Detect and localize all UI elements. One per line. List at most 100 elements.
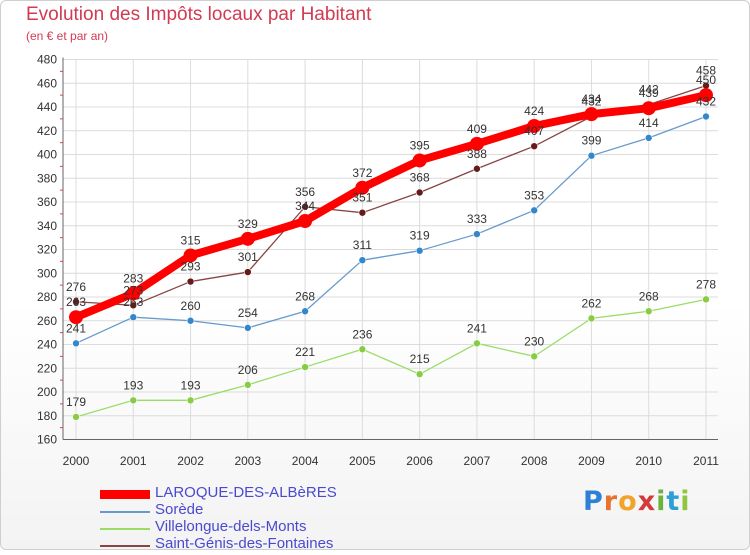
data-point [301, 202, 309, 211]
data-label: 329 [238, 217, 258, 231]
x-tick-label: 2010 [635, 454, 662, 468]
logo-letter: r [603, 486, 619, 517]
data-point [129, 313, 138, 321]
logo-letter: x [637, 486, 657, 517]
data-point [244, 268, 252, 276]
data-label: 268 [295, 289, 315, 303]
series-line-2 [75, 298, 707, 418]
data-point [358, 256, 367, 264]
series-line-1 [75, 115, 707, 344]
data-point [186, 396, 195, 405]
data-label: 221 [295, 345, 315, 359]
data-label: 424 [524, 104, 544, 118]
data-label: 434 [581, 92, 601, 106]
data-point [473, 164, 481, 173]
data-label: 276 [66, 280, 86, 294]
data-point [702, 112, 710, 121]
data-point [126, 286, 141, 301]
data-label: 344 [295, 199, 315, 213]
data-label: 372 [352, 166, 372, 180]
proxiti-logo: Proxiti [583, 486, 691, 517]
data-label: 399 [581, 134, 601, 148]
data-label: 278 [696, 277, 716, 291]
series-line-0 [72, 91, 710, 322]
legend-label: Saint-Génis-des-Fontaines [155, 535, 334, 552]
data-point [473, 339, 481, 348]
data-label: 432 [696, 95, 716, 109]
x-tick-label: 2000 [63, 454, 90, 468]
x-tick-label: 2002 [177, 454, 204, 468]
y-tick-label: 160 [37, 433, 57, 447]
y-tick-label: 440 [37, 100, 57, 114]
logo-letter: i [680, 486, 691, 517]
data-point [587, 151, 596, 160]
data-point [469, 136, 484, 151]
data-point [587, 314, 596, 323]
data-label: 319 [410, 229, 430, 243]
data-label: 262 [581, 296, 601, 310]
y-tick-label: 260 [37, 314, 57, 328]
legend-label: Sorède [155, 501, 204, 518]
chart-title: Evolution des Impôts locaux par Habitant [26, 4, 372, 25]
data-point [358, 208, 367, 217]
data-label: 241 [467, 321, 487, 335]
data-point [186, 277, 195, 286]
x-tick-label: 2009 [578, 454, 605, 468]
y-tick-label: 360 [37, 195, 57, 209]
data-point [244, 381, 252, 389]
y-tick-label: 200 [37, 385, 57, 399]
legend-label: Villelongue-dels-Monts [155, 518, 307, 535]
data-point [301, 363, 309, 371]
data-label: 193 [181, 378, 201, 392]
data-label: 230 [524, 334, 544, 348]
data-label: 388 [467, 147, 487, 161]
y-tick-label: 300 [37, 266, 57, 280]
data-point [72, 339, 80, 348]
data-point [644, 307, 653, 316]
logo-letter: P [583, 486, 604, 517]
data-point [702, 295, 710, 304]
data-label: 206 [238, 363, 258, 377]
legend-label: LAROQUE-DES-ALBèRES [155, 484, 337, 501]
data-point [415, 370, 424, 378]
data-label: 442 [639, 83, 659, 97]
data-label: 450 [696, 73, 716, 87]
data-label: 263 [123, 295, 143, 309]
data-label: 241 [66, 321, 86, 335]
data-point [530, 142, 538, 150]
data-point [240, 231, 255, 246]
data-point [244, 324, 252, 332]
data-label: 193 [123, 378, 143, 392]
data-label: 301 [238, 250, 258, 264]
data-label: 458 [696, 64, 716, 78]
data-point [129, 301, 138, 310]
data-point [584, 107, 599, 122]
y-tick-label: 380 [37, 171, 57, 185]
y-tick-label: 240 [37, 338, 57, 352]
data-point [183, 248, 198, 263]
legend-swatch [100, 528, 150, 530]
data-point [72, 413, 80, 421]
y-tick-label: 220 [37, 361, 57, 375]
data-label: 439 [639, 86, 659, 100]
data-point [527, 119, 542, 133]
data-label: 407 [524, 124, 544, 138]
x-tick-label: 2006 [406, 454, 433, 468]
data-point [415, 246, 424, 255]
data-point [473, 230, 481, 238]
data-point [186, 316, 195, 325]
logo-letter: o [618, 486, 638, 517]
legend-swatch [100, 545, 150, 547]
data-label: 260 [181, 299, 201, 313]
data-label: 283 [123, 271, 143, 285]
x-tick-label: 2003 [234, 454, 261, 468]
data-label: 215 [410, 352, 430, 366]
data-point [355, 180, 370, 195]
logo-letter: t [666, 486, 681, 517]
legend-swatch [100, 511, 150, 513]
data-label: 353 [524, 188, 544, 202]
data-label: 293 [181, 260, 201, 274]
x-tick-label: 2001 [120, 454, 147, 468]
